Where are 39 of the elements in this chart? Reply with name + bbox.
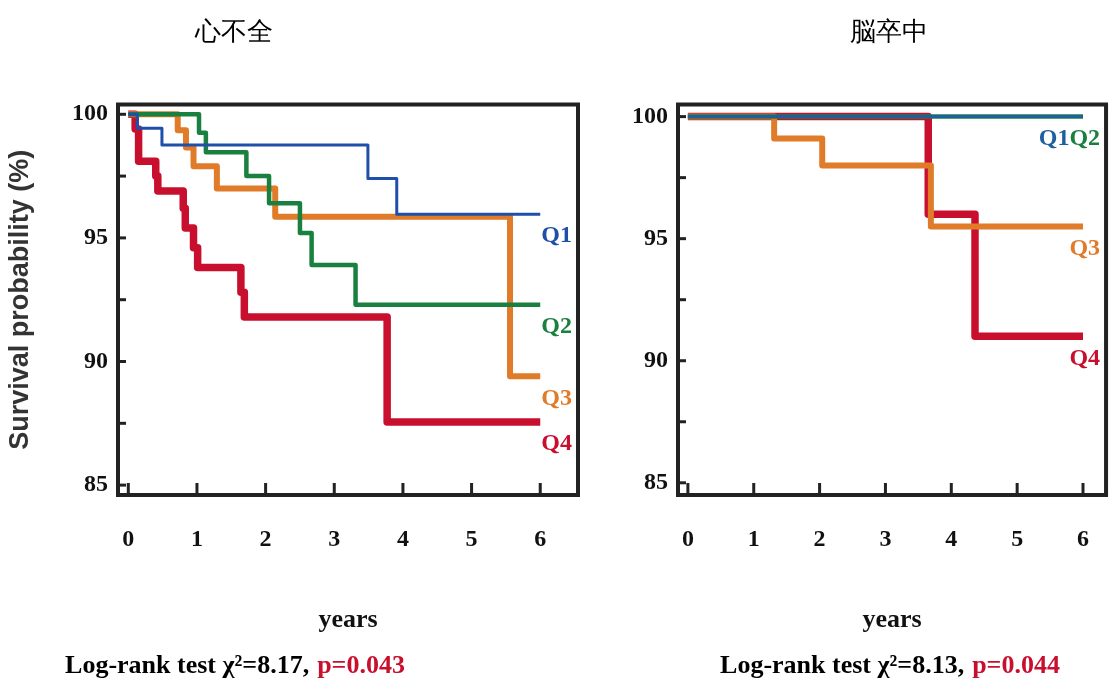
x-tick-label: 3 <box>879 524 892 551</box>
y-tick-label: 100 <box>632 101 668 128</box>
x-tick-label: 6 <box>534 524 547 551</box>
series-label: Q4 <box>541 429 572 456</box>
y-tick-label: 100 <box>72 99 108 126</box>
x-axis-title: years <box>862 604 922 634</box>
y-tick-label: 90 <box>84 346 108 373</box>
chart-title: 脳卒中 <box>850 15 929 48</box>
x-tick-label: 4 <box>945 524 958 551</box>
y-tick-label: 95 <box>644 223 668 250</box>
series-label: Q4 <box>1069 343 1101 370</box>
series-label: Q3 <box>541 383 572 410</box>
x-tick-label: 4 <box>396 524 409 551</box>
text: p=0.044 <box>972 650 1060 679</box>
y-tick-label: 90 <box>644 345 668 372</box>
y-tick-label: 95 <box>84 223 108 250</box>
x-tick-label: 0 <box>681 524 694 551</box>
text: Log-rank test χ²=8.17, <box>65 650 310 679</box>
x-tick-label: 1 <box>747 524 760 551</box>
series-label: Q1 <box>1038 123 1070 150</box>
text: Log-rank test χ²=8.13, <box>720 650 965 679</box>
y-axis-title: Survival probability (%) <box>3 149 34 450</box>
chart-title: 心不全 <box>195 15 274 48</box>
x-axis-title: years <box>318 604 378 634</box>
series-label: Q1 <box>541 221 572 248</box>
series-label: Q3 <box>1069 233 1101 260</box>
x-tick-label: 2 <box>259 524 272 551</box>
series-label: Q2 <box>1069 123 1101 150</box>
series-label: Q2 <box>541 311 572 338</box>
y-tick-label: 85 <box>644 468 668 494</box>
x-tick-label: 0 <box>122 524 135 551</box>
x-tick-label: 1 <box>190 524 203 551</box>
text: p=0.043 <box>317 650 405 679</box>
x-tick-label: 3 <box>328 524 341 551</box>
x-tick-label: 6 <box>1077 524 1089 551</box>
y-tick-label: 85 <box>84 470 108 497</box>
x-tick-label: 2 <box>813 524 826 551</box>
x-tick-label: 5 <box>1011 524 1024 551</box>
x-tick-label: 5 <box>465 524 478 551</box>
